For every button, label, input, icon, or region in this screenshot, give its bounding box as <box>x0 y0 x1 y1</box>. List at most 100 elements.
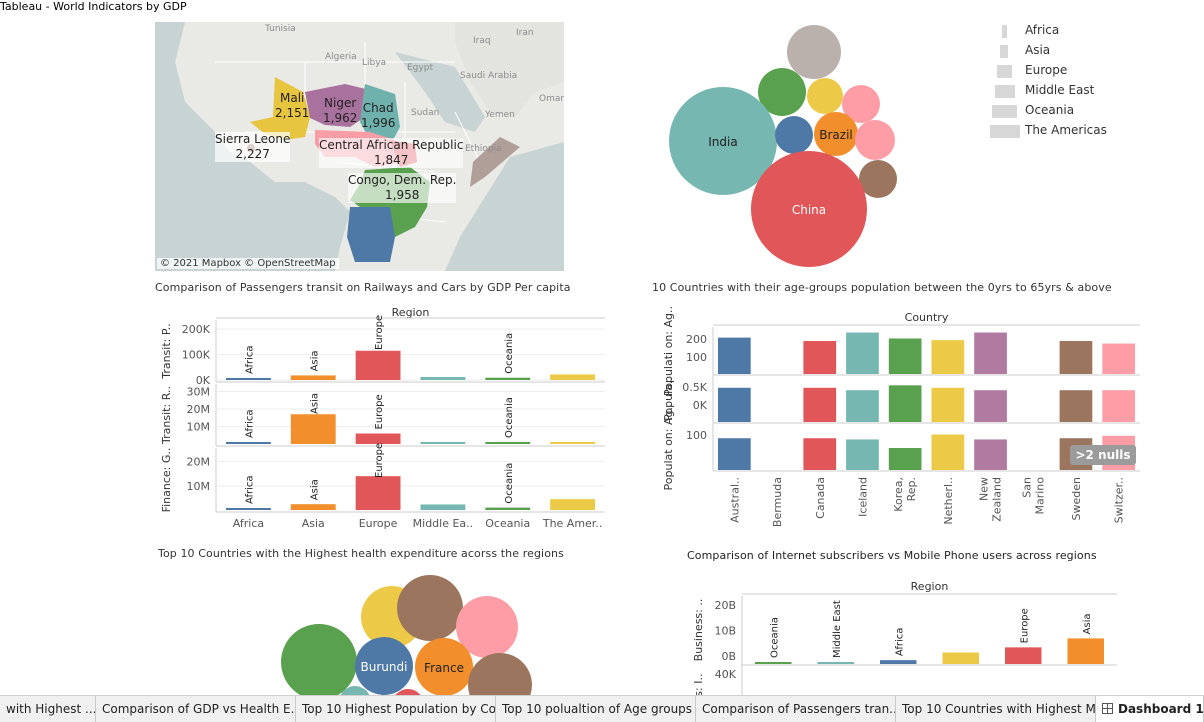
sheet-tab-active[interactable]: Dashboard 1 <box>1096 696 1204 722</box>
sheet-tab[interactable]: Comparison of GDP vs Health E... <box>96 696 296 722</box>
category-label: The Amer.. <box>542 517 602 530</box>
bar <box>550 442 595 444</box>
tick-label: 100 <box>686 429 707 442</box>
bar <box>290 375 336 380</box>
map-label-sierra-leone: Sierra Leone 2,227 <box>215 132 291 162</box>
row-axis-label: Business: .. <box>692 599 705 662</box>
bar <box>485 442 531 444</box>
bubble-label-burundi: Burundi <box>361 660 408 674</box>
tick-label: 0B <box>721 650 736 663</box>
map-label-drc: Congo, Dem. Rep. 1,958 <box>348 173 457 203</box>
bar <box>485 507 531 510</box>
map-label-mali: Mali 2,151 <box>275 91 310 120</box>
tick-label: 0K <box>693 399 708 412</box>
tick-label: 20M <box>187 456 211 469</box>
category-label: Korea, <box>892 477 905 512</box>
bar-label: Africa <box>894 628 905 657</box>
legend-item: Europe <box>1025 63 1068 77</box>
bar <box>974 390 1007 422</box>
dashboard-icon <box>1102 703 1113 714</box>
bubble-label-china: China <box>792 203 826 217</box>
tick-label: 20B <box>714 599 736 612</box>
bar <box>888 448 922 470</box>
internet-bar-chart[interactable]: Region Business: .. 20B 10B 0B Oceania Middle … <box>682 574 1122 695</box>
bar <box>1005 647 1042 664</box>
row-axis-label: Popula.. <box>662 377 675 421</box>
bubble <box>468 653 532 695</box>
bar <box>420 376 466 380</box>
legend-item: Oceania <box>1025 103 1075 117</box>
bar-label: Africa <box>244 345 255 374</box>
category-label: Zealand <box>991 477 1004 522</box>
bar <box>718 337 751 374</box>
sheet-tab[interactable]: Comparison of Passengers tran... <box>696 696 896 722</box>
tick-label: 200 <box>686 333 707 346</box>
bar-label: Asia <box>309 393 320 414</box>
bar <box>803 341 837 374</box>
bar <box>888 338 922 374</box>
age-groups-bar-chart[interactable]: Country Populati on: Ag.. 200 100 Popula.. 0.… <box>650 305 1145 527</box>
bar <box>226 508 271 510</box>
bar <box>1102 343 1135 374</box>
bar <box>355 433 401 444</box>
transit-bar-chart[interactable]: Region Transit: P.. 200K 100K 0K Africa Asia Eu… <box>150 302 610 537</box>
category-label: Rep. <box>905 477 918 501</box>
row-axis-label: ss: I.. <box>692 674 705 695</box>
bar-label: Asia <box>309 479 320 500</box>
tick-label: 100 <box>686 351 707 364</box>
bar <box>355 476 401 510</box>
bubble <box>787 25 841 79</box>
bar-label: Europe <box>374 315 385 350</box>
bar <box>880 660 917 664</box>
window-title: Tableau - World Indicators by GDP <box>0 0 187 13</box>
bar <box>1059 341 1093 374</box>
bubble <box>807 78 843 114</box>
bar <box>755 662 792 664</box>
geo-label: Ethiopia <box>465 144 502 154</box>
category-label: Sweden <box>1070 477 1083 520</box>
column-header: Region <box>392 306 430 319</box>
category-label: San <box>1020 477 1033 498</box>
map-region-mali <box>250 77 310 140</box>
africa-map[interactable]: Algeria Tunisia Libya Egypt Iran Iraq Sa… <box>155 22 564 271</box>
category-label: Middle Ea.. <box>413 517 474 530</box>
bar <box>355 350 401 380</box>
bar-label: Oceania <box>504 333 515 374</box>
map-label-car: Central African Republic 1,847 <box>319 138 464 168</box>
bar <box>550 499 595 510</box>
category-label: Marino <box>1033 477 1046 515</box>
map-region-angola <box>347 207 395 262</box>
bar <box>846 390 879 422</box>
sheet-tab-bar: with Highest ... Comparison of GDP vs He… <box>0 695 1204 722</box>
bar <box>718 438 751 470</box>
bar <box>942 652 979 664</box>
legend-item: Middle East <box>1025 83 1095 97</box>
bar <box>931 434 965 470</box>
bar <box>817 662 854 664</box>
bar <box>974 332 1007 374</box>
geo-label: Sudan <box>411 108 440 118</box>
sheet-tab[interactable]: Top 10 Countries with Highest M... <box>896 696 1096 722</box>
sheet-tab[interactable]: with Highest ... <box>0 696 96 722</box>
bubble <box>456 596 518 658</box>
bar <box>420 442 466 444</box>
bubble <box>340 686 370 695</box>
tick-label: 200K <box>182 323 211 336</box>
legend-item: Asia <box>1025 43 1051 57</box>
map-region-chad <box>360 84 400 140</box>
row-axis-label: Populat on: Ag.. <box>662 404 675 491</box>
row-axis-label: Transit: P.. <box>160 323 173 380</box>
sheet-tab[interactable]: Top 10 Highest Population by Co... <box>296 696 496 722</box>
bar <box>290 414 336 444</box>
bubble <box>859 160 897 198</box>
bar <box>1102 390 1135 422</box>
bar <box>974 439 1007 470</box>
bubble-brazil <box>814 112 858 156</box>
bubble <box>281 624 357 695</box>
bubble <box>855 120 895 160</box>
bubble-chart-top[interactable]: India China Brazil <box>660 22 920 272</box>
sheet-tab[interactable]: Top 10 polualtion of Age groups ... <box>496 696 696 722</box>
bubble-chart-bottom[interactable]: Burundi France <box>270 570 540 695</box>
bubble-burundi <box>355 637 413 695</box>
bubble-label-france: France <box>424 661 464 675</box>
